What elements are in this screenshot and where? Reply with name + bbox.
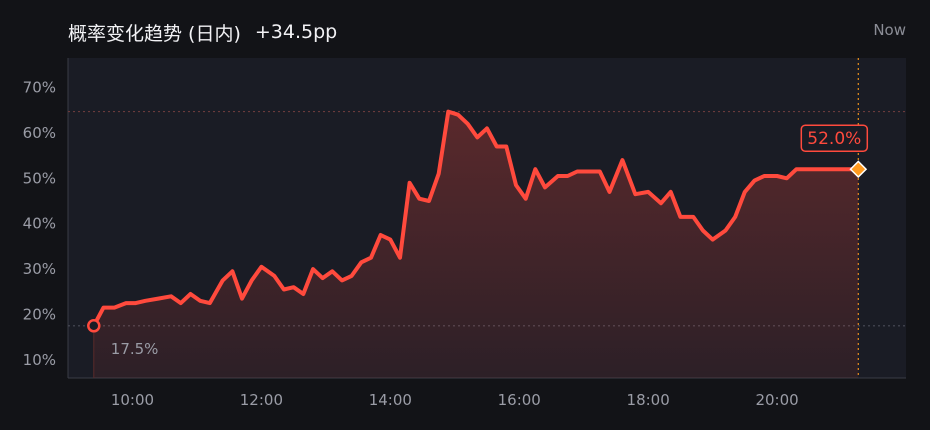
data-point <box>678 215 682 219</box>
data-point <box>311 267 315 271</box>
data-point <box>437 172 441 176</box>
data-point <box>633 192 637 196</box>
data-point <box>101 305 105 309</box>
data-point <box>282 287 286 291</box>
data-point <box>124 301 128 305</box>
data-point <box>320 276 324 280</box>
data-point <box>349 274 353 278</box>
x-tick-label: 12:00 <box>240 391 283 409</box>
end-point-marker <box>849 160 868 179</box>
data-point <box>710 237 714 241</box>
data-point <box>340 278 344 282</box>
start-point-marker <box>87 319 101 333</box>
data-point <box>378 233 382 237</box>
data-point <box>188 292 192 296</box>
data-point <box>230 269 234 273</box>
data-point <box>466 122 470 126</box>
data-point <box>585 169 589 173</box>
data-point <box>398 256 402 260</box>
x-tick-label: 16:00 <box>498 391 541 409</box>
data-point <box>669 190 673 194</box>
x-tick-label: 14:00 <box>369 391 412 409</box>
y-tick-label: 70% <box>23 79 56 97</box>
x-tick-label: 20:00 <box>755 391 798 409</box>
y-tick-label: 20% <box>23 305 56 323</box>
data-point <box>514 183 518 187</box>
data-point <box>417 197 421 201</box>
data-point <box>291 285 295 289</box>
data-point <box>733 215 737 219</box>
data-point <box>533 167 537 171</box>
data-point <box>556 174 560 178</box>
data-point <box>156 296 160 300</box>
y-tick-label: 60% <box>23 124 56 142</box>
data-point <box>330 269 334 273</box>
data-point <box>833 167 837 171</box>
data-point <box>446 109 450 113</box>
data-point <box>723 228 727 232</box>
data-point <box>646 190 650 194</box>
y-tick-label: 30% <box>23 260 56 278</box>
data-point <box>407 181 411 185</box>
data-point <box>804 167 808 171</box>
data-point <box>179 301 183 305</box>
end-value-label-box <box>800 124 869 152</box>
data-point <box>743 190 747 194</box>
data-point <box>369 256 373 260</box>
end-value-label: 52.0% <box>807 129 861 149</box>
x-tick-label: 10:00 <box>111 391 154 409</box>
data-point <box>359 260 363 264</box>
data-point <box>504 144 508 148</box>
change-value: +34.5pp <box>254 21 338 43</box>
data-point <box>221 278 225 282</box>
data-point <box>169 294 173 298</box>
data-point <box>620 158 624 162</box>
series-area <box>93 111 859 378</box>
data-point <box>134 301 138 305</box>
data-point <box>524 197 528 201</box>
data-point <box>301 292 305 296</box>
data-point <box>785 176 789 180</box>
data-point <box>575 169 579 173</box>
data-point <box>240 296 244 300</box>
data-point <box>198 299 202 303</box>
data-point <box>250 278 254 282</box>
y-tick-label: 10% <box>23 351 56 369</box>
y-tick-label: 50% <box>23 169 56 187</box>
data-point <box>143 299 147 303</box>
data-point <box>485 126 489 130</box>
data-point <box>272 274 276 278</box>
data-point <box>598 169 602 173</box>
data-point <box>607 190 611 194</box>
data-point <box>112 305 116 309</box>
series-line <box>91 109 861 328</box>
data-point <box>208 301 212 305</box>
y-tick-label: 40% <box>23 215 56 233</box>
data-point <box>823 167 827 171</box>
chart-title: 概率变化趋势 (日内) <box>68 22 241 45</box>
data-point <box>775 174 779 178</box>
data-point <box>794 167 798 171</box>
data-point <box>543 185 547 189</box>
data-point <box>701 228 705 232</box>
now-label: Now <box>873 21 906 39</box>
data-point <box>691 215 695 219</box>
data-point <box>388 237 392 241</box>
data-point <box>259 265 263 269</box>
data-point <box>565 174 569 178</box>
data-point <box>762 174 766 178</box>
start-value-label: 17.5% <box>111 340 159 358</box>
data-point <box>456 113 460 117</box>
data-point <box>814 167 818 171</box>
data-point <box>659 201 663 205</box>
data-point <box>427 199 431 203</box>
chart-header: 概率变化趋势 (日内) +34.5pp <box>68 18 337 46</box>
data-point <box>752 178 756 182</box>
x-tick-label: 18:00 <box>627 391 670 409</box>
data-point <box>495 144 499 148</box>
data-point <box>475 135 479 139</box>
